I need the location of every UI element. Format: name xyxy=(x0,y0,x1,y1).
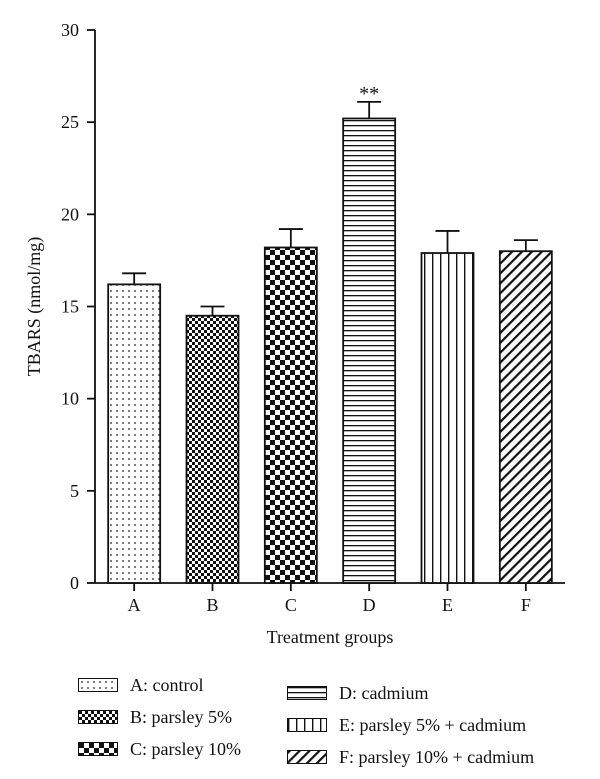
bar-chart: 0 5 10 15 20 25 30 TBARS (nmol/mg) Treatment gro… xyxy=(24,20,565,647)
legend-swatch xyxy=(78,742,118,756)
legend-label: D: cadmium xyxy=(339,682,429,703)
legend-label: A: control xyxy=(130,674,204,695)
bar-B xyxy=(185,314,240,584)
x-tick-label: B xyxy=(206,595,218,615)
legend-item: A: control xyxy=(78,674,204,696)
axes-group xyxy=(87,29,565,591)
legend: A: control B: parsley 5% C: parsley 10% D: … xyxy=(0,670,600,775)
significance-annotation: ** xyxy=(359,83,379,105)
y-tick-label: 15 xyxy=(61,297,79,317)
labels-group: 0 5 10 15 20 25 30 TBARS (nmol/mg) Treatment gro… xyxy=(24,20,531,647)
y-tick-label: 20 xyxy=(61,204,79,224)
x-tick-label: C xyxy=(285,595,297,615)
y-tick-label: 5 xyxy=(70,481,79,501)
bar-E xyxy=(420,252,475,584)
legend-swatch xyxy=(287,718,327,732)
bar-C xyxy=(263,246,318,584)
legend-label: F: parsley 10% + cadmium xyxy=(339,746,535,767)
y-tick-label: 30 xyxy=(61,20,79,40)
legend-item: E: parsley 5% + cadmium xyxy=(287,714,526,736)
bar-A xyxy=(107,283,162,584)
bars-group xyxy=(107,100,553,584)
y-tick-label: 25 xyxy=(61,112,79,132)
legend-item: C: parsley 10% xyxy=(78,738,241,760)
legend-swatch xyxy=(287,750,327,764)
legend-label: B: parsley 5% xyxy=(130,706,232,727)
legend-item: F: parsley 10% + cadmium xyxy=(287,746,534,768)
y-tick-label: 0 xyxy=(70,573,79,593)
legend-label: C: parsley 10% xyxy=(130,738,241,759)
legend-label: E: parsley 5% + cadmium xyxy=(339,714,527,735)
x-tick-label: D xyxy=(363,595,376,615)
legend-item: D: cadmium xyxy=(287,682,428,704)
legend-swatch xyxy=(78,678,118,692)
chart-area: 0 5 10 15 20 25 30 TBARS (nmol/mg) Treatment gro… xyxy=(24,20,565,647)
x-tick-label: E xyxy=(442,595,453,615)
y-tick-label: 10 xyxy=(61,389,79,409)
x-tick-label: F xyxy=(521,595,531,615)
y-axis-label: TBARS (nmol/mg) xyxy=(24,237,45,377)
legend-item: B: parsley 5% xyxy=(78,706,232,728)
x-tick-label: A xyxy=(128,595,141,615)
legend-swatch xyxy=(287,686,327,700)
bar-D xyxy=(342,117,397,584)
bar-F xyxy=(498,250,553,584)
x-axis-label: Treatment groups xyxy=(267,627,394,647)
legend-swatch xyxy=(78,710,118,724)
